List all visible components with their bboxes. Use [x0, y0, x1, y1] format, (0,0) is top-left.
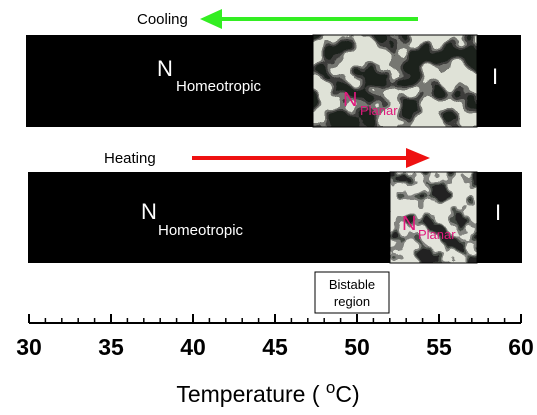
cooling-homeotropic-label: N — [157, 56, 173, 81]
bistable-line-1: Bistable — [329, 277, 375, 292]
tick-label-55: 55 — [426, 334, 452, 360]
cooling-label: Cooling — [137, 11, 188, 28]
axis-title: Temperature ( oC) — [176, 378, 359, 407]
heating-arrowhead — [406, 148, 430, 168]
tick-label-60: 60 — [508, 334, 534, 360]
cooling-planar-sub: Planar — [360, 103, 398, 118]
cooling-bar: N Homeotropic N Planar I — [26, 34, 521, 128]
tick-label-30: 30 — [16, 334, 42, 360]
cooling-arrowhead — [200, 9, 222, 29]
bistable-line-2: region — [334, 294, 370, 309]
tick-label-40: 40 — [180, 334, 206, 360]
tick-label-50: 50 — [344, 334, 370, 360]
heating-planar-label: N — [402, 213, 416, 235]
heating-bar: N Homeotropic N Planar I — [28, 171, 522, 264]
cooling-planar-label: N — [343, 89, 357, 111]
heating-label: Heating — [104, 150, 156, 167]
heating-homeotropic-sub: Homeotropic — [158, 222, 244, 239]
heating-isotropic-label: I — [495, 200, 501, 225]
tick-label-45: 45 — [262, 334, 288, 360]
heating-planar-sub: Planar — [418, 227, 456, 242]
temperature-axis: 30 35 40 45 50 55 60 — [16, 314, 534, 360]
bistable-region-box: Bistable region — [314, 271, 390, 314]
tick-label-35: 35 — [98, 334, 124, 360]
cooling-isotropic-label: I — [492, 64, 498, 89]
cooling-homeotropic-sub: Homeotropic — [176, 78, 262, 95]
heating-homeotropic-label: N — [141, 199, 157, 224]
